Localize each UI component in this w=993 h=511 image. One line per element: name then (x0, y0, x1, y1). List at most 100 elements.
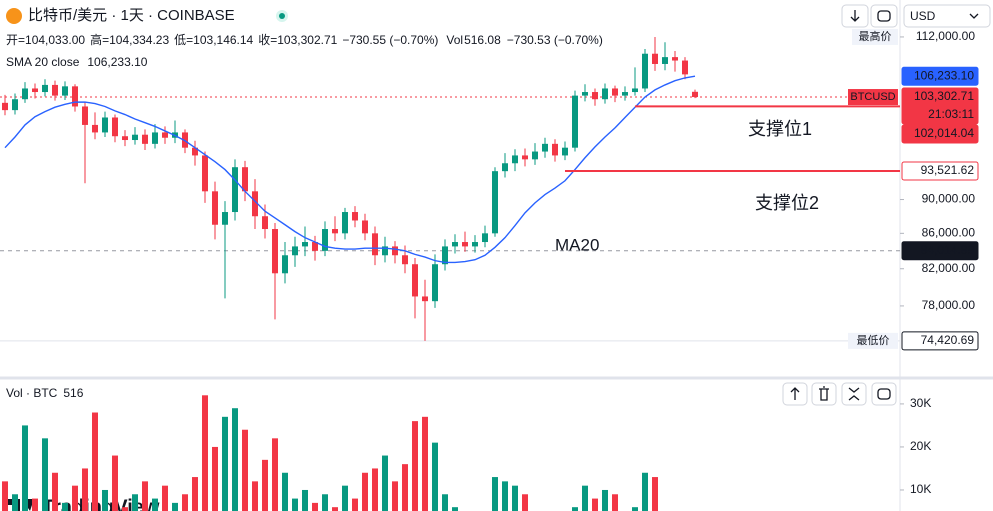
volume-bar (192, 477, 198, 511)
price-badge-label: 93,521.62 (921, 163, 975, 177)
candles-layer (2, 36, 698, 511)
candle-body (522, 155, 528, 160)
volume-bar (372, 468, 378, 511)
collapse-icon (848, 387, 860, 401)
price-badge-label: 102,014.04 (914, 126, 974, 140)
volume-bar (212, 446, 218, 511)
more-button[interactable] (871, 382, 897, 406)
vol-tick-label: 10K (910, 482, 931, 496)
candle-body (472, 242, 478, 247)
delete-icon (819, 386, 829, 401)
volume-bar (12, 494, 18, 511)
ohlc-key: 开= (6, 33, 25, 47)
sma-legend-value: 106,233.10 (87, 55, 147, 69)
currency-dropdown[interactable] (903, 4, 991, 28)
candle-body (222, 212, 228, 225)
candle-body (232, 167, 238, 213)
refresh-icon (877, 10, 891, 22)
candle-body (72, 86, 78, 107)
candle-body (532, 151, 538, 160)
vol-key: Vol (446, 33, 463, 47)
candle-body (132, 134, 138, 141)
axis-layer: 112,000.00 90,000.00 86,000.00 82,000.00 78,… (848, 28, 979, 496)
coin-icon (6, 8, 22, 24)
volume-bar (512, 485, 518, 511)
volume-bar (342, 485, 348, 511)
volume-bar (432, 442, 438, 511)
ohlc-key: 低= (174, 33, 193, 47)
volume-bar (572, 507, 578, 511)
volume-bar (302, 489, 308, 511)
ohlc-value: 104,033.00 (25, 33, 85, 47)
ohlc-value: 103,302.71 (277, 33, 337, 47)
high-tag-bg (852, 28, 898, 45)
vol-tick-label: 20K (910, 439, 931, 453)
candle-body (102, 117, 108, 133)
volume-bar (442, 494, 448, 511)
sma-line (4, 75, 696, 264)
y-tick-label: 112,000.00 (916, 29, 975, 43)
status-icon (279, 13, 285, 19)
candle-body (392, 246, 398, 256)
currency: USD (910, 9, 936, 23)
candle-body (512, 155, 518, 164)
volume-bar (42, 438, 48, 511)
candle-body (462, 242, 468, 247)
candle-body (92, 124, 98, 133)
candle-body (422, 296, 428, 302)
candle-body (32, 88, 38, 93)
volume-bar (62, 502, 68, 511)
volume-bar (412, 421, 418, 511)
volume-bar (422, 416, 428, 511)
candle-body (432, 264, 438, 302)
volume-bar (102, 489, 108, 511)
up-icon (790, 387, 800, 400)
volume-bar (252, 481, 258, 511)
price-badge (901, 124, 979, 144)
price-badge (901, 161, 979, 181)
candle-body (112, 117, 118, 137)
candle-body (2, 102, 8, 111)
candle-body (452, 242, 458, 247)
volume-bar (382, 455, 388, 511)
candle-body (122, 136, 128, 141)
price-badge (901, 66, 979, 86)
price-badge (901, 331, 979, 351)
candle-body (42, 84, 48, 93)
download-icon (850, 10, 860, 22)
volume-bar (2, 481, 8, 511)
vol-change: −730.53 (−0.70%) (507, 33, 603, 47)
candle-body (592, 92, 598, 100)
volume-bar (152, 498, 158, 511)
annotation: MA20 (555, 235, 599, 254)
candle-body (402, 255, 408, 265)
y-tick-label: 78,000.00 (922, 298, 976, 312)
price-badge (901, 87, 979, 125)
candle-body (252, 191, 258, 217)
candle-body (682, 60, 688, 75)
tag-bg (848, 89, 898, 106)
collapse-button[interactable] (841, 382, 867, 406)
tag-bg (848, 332, 898, 349)
volume-bar (322, 494, 328, 511)
volume-bar (92, 412, 98, 511)
logo-text: TradingView (42, 496, 160, 511)
candle-body (552, 143, 558, 156)
candle-body (612, 88, 618, 96)
candle-body (322, 229, 328, 251)
volume-bar (232, 408, 238, 511)
price-tag: 最低价 (857, 334, 890, 347)
volume-bar (52, 472, 58, 511)
candle-body (352, 212, 358, 221)
refresh-button[interactable] (870, 4, 898, 28)
delete-button[interactable] (811, 382, 837, 406)
lines-layer (0, 96, 900, 342)
candle-body (162, 132, 168, 138)
volume-bar (612, 494, 618, 511)
vol-legend-name: Vol · BTC (6, 386, 58, 400)
candle-body (412, 264, 418, 297)
candle-body (362, 220, 368, 234)
price-badge-label: 74,420.69 (921, 333, 975, 347)
candle-body (82, 106, 88, 125)
